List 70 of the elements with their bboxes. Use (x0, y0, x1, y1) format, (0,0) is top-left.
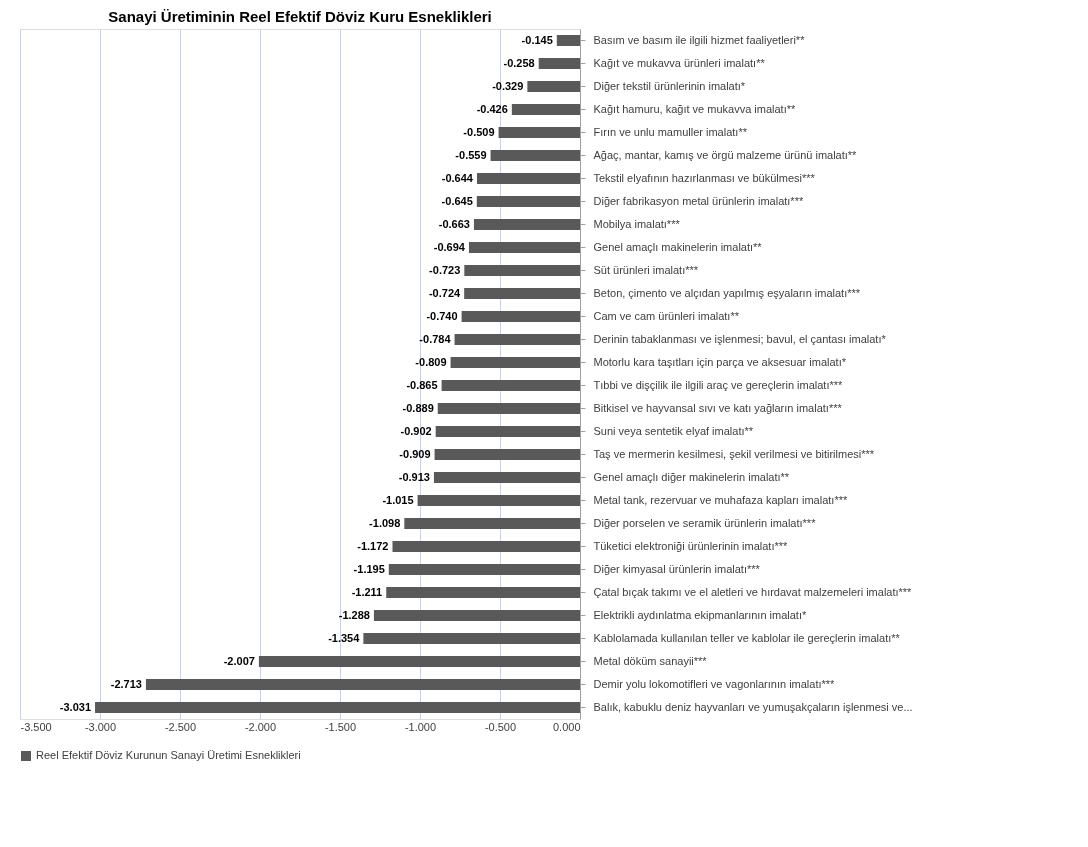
data-label: -1.354 (328, 631, 361, 644)
legend-label: Reel Efektif Döviz Kurunun Sanayi Üretimi Esneklikleri (36, 749, 301, 761)
x-tick-label: -1.500 (324, 720, 357, 733)
y-tick-label: Ağaç, mantar, kamış ve örgü malzeme ürünü imalatı** (593, 148, 858, 161)
data-label: -1.195 (353, 562, 385, 575)
y-tick-label: Diğer porselen ve seramik ürünlerin imalatı*** (593, 516, 817, 529)
data-label: -0.644 (441, 171, 474, 184)
y-tick-label: Tıbbi ve dişçilik ile ilgili araç ve gereçlerin imalatı*** (593, 378, 844, 391)
y-tick-label: Diğer tekstil ürünlerinin imalatı* (593, 79, 746, 92)
data-label: -0.909 (399, 447, 431, 460)
data-label: -0.663 (438, 217, 470, 230)
data-label: -1.172 (357, 539, 389, 552)
data-label: -2.007 (223, 654, 255, 667)
y-tick-label: Genel amaçlı makinelerin imalatı** (593, 240, 763, 253)
y-tick-label: Tüketici elektroniği ürünlerinin imalatı*** (593, 539, 789, 552)
y-tick-label: Diğer kimyasal ürünlerin imalatı*** (593, 562, 761, 575)
data-label: -3.031 (59, 700, 92, 713)
data-label: -1.288 (338, 608, 370, 621)
y-tick-label: Süt ürünleri imalatı*** (593, 263, 699, 276)
y-tick-label: Balık, kabuklu deniz hayvanları ve yumuşakçaların işlenmesi ve... (593, 700, 913, 713)
y-tick-label: Basım ve basım ile ilgili hizmet faaliyetleri** (593, 33, 806, 46)
x-tick-label: -2.000 (244, 720, 277, 733)
data-label: -0.145 (521, 33, 553, 46)
y-tick-label: Metal döküm sanayii*** (593, 654, 708, 667)
y-tick-label: Mobilya imalatı*** (593, 217, 681, 230)
y-tick-label: Motorlu kara taşıtları için parça ve aksesuar imalatı* (593, 355, 847, 368)
y-tick-label: Cam ve cam ürünleri imalatı** (593, 309, 740, 322)
y-tick-label: Demir yolu lokomotifleri ve vagonlarının imalatı*** (593, 677, 836, 690)
y-tick-label: Çatal bıçak takımı ve el aletleri ve hırdavat malzemeleri imalatı*** (593, 585, 913, 598)
y-tick-label: Bitkisel ve hayvansal sıvı ve katı yağların imalatı*** (593, 401, 843, 414)
data-label: -0.902 (400, 424, 432, 437)
data-label: -1.015 (382, 493, 414, 506)
y-tick-label: Kağıt hamuru, kağıt ve mukavva imalatı** (593, 102, 796, 115)
data-label: -0.809 (415, 355, 447, 368)
y-tick-label: Diğer fabrikasyon metal ürünlerin imalatı*** (593, 194, 804, 207)
data-label: -0.645 (441, 194, 473, 207)
y-tick-label: Tekstil elyafının hazırlanması ve bükülmesi*** (593, 171, 816, 184)
x-tick-label: -2.500 (164, 720, 197, 733)
data-label: -1.098 (369, 516, 401, 529)
data-label: -0.694 (433, 240, 466, 253)
data-label: -0.865 (406, 378, 438, 391)
x-tick-label: 0.000 (552, 720, 581, 733)
data-label: -0.889 (402, 401, 434, 414)
y-tick-label: Suni veya sentetik elyaf imalatı** (593, 424, 754, 437)
x-tick-label: -3.000 (84, 720, 117, 733)
y-tick-label: Elektrikli aydınlatma ekipmanlarının imalatı* (593, 608, 807, 621)
data-label: -0.740 (426, 309, 458, 322)
x-tick-label: -1.000 (404, 720, 437, 733)
y-tick-label: Beton, çimento ve alçıdan yapılmış eşyaların imalatı*** (593, 286, 861, 299)
data-label: -0.329 (492, 79, 524, 92)
data-label: -0.913 (398, 470, 430, 483)
chart-title: Sanayi Üretiminin Reel Efektif Döviz Kuru Esneklikleri (108, 8, 492, 25)
data-label: -0.784 (419, 332, 452, 345)
data-label: -0.559 (455, 148, 487, 161)
x-tick-label: -3.500 (20, 720, 52, 733)
data-label: -0.724 (428, 286, 462, 299)
data-label: -1.211 (351, 585, 383, 598)
x-tick-label: -0.500 (484, 720, 517, 733)
data-label: -0.509 (463, 125, 495, 138)
data-label: -2.713 (110, 677, 142, 690)
y-tick-label: Genel amaçlı diğer makinelerin imalatı** (593, 470, 790, 483)
y-tick-label: Taş ve mermerin kesilmesi, şekil verilmesi ve bitirilmesi*** (593, 447, 875, 460)
y-tick-label: Kablolamada kullanılan teller ve kablolar ile gereçlerin imalatı** (593, 631, 901, 644)
y-tick-label: Derinin tabaklanması ve işlenmesi; bavul, el çantası imalatı* (593, 332, 887, 345)
data-label: -0.723 (429, 263, 461, 276)
y-tick-label: Fırın ve unlu mamuller imalatı** (593, 125, 748, 138)
y-tick-label: Kağıt ve mukavva ürünleri imalatı** (593, 56, 766, 69)
y-tick-label: Metal tank, rezervuar ve muhafaza kapları imalatı*** (593, 493, 848, 506)
data-label: -0.258 (503, 56, 535, 69)
data-label: -0.426 (476, 102, 508, 115)
